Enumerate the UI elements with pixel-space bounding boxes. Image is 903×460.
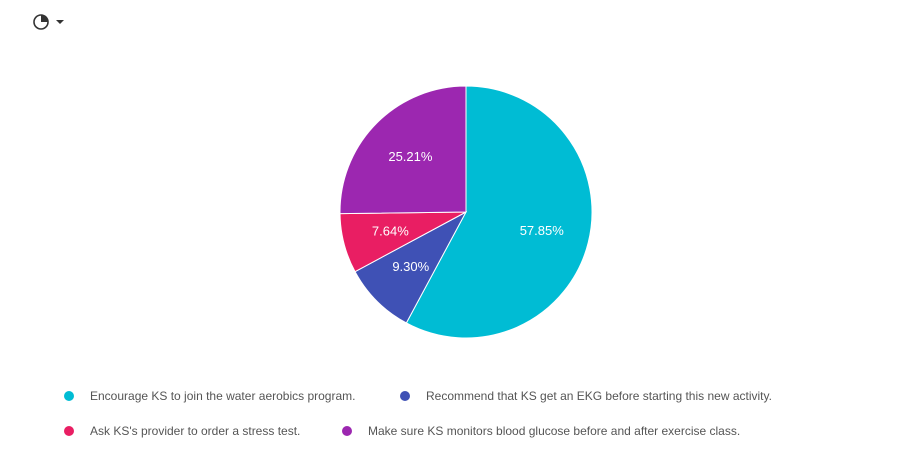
legend-label: Recommend that KS get an EKG before star…	[426, 389, 772, 403]
legend-label: Make sure KS monitors blood glucose befo…	[368, 424, 741, 438]
legend-swatch	[64, 426, 74, 436]
pie-slice[interactable]	[339, 85, 467, 215]
slice-label: 25.21%	[388, 149, 433, 164]
caret-down-icon	[56, 20, 64, 24]
legend-label: Ask KS's provider to order a stress test…	[90, 424, 301, 438]
legend-item[interactable]: Make sure KS monitors blood glucose befo…	[342, 424, 740, 438]
pie-chart-icon	[33, 14, 49, 30]
legend-swatch	[400, 391, 410, 401]
legend-label: Encourage KS to join the water aerobics …	[90, 389, 356, 403]
chart-type-button[interactable]	[32, 10, 72, 34]
legend-item[interactable]: Recommend that KS get an EKG before star…	[400, 389, 772, 403]
legend-item[interactable]: Ask KS's provider to order a stress test…	[64, 424, 300, 438]
pie-slice[interactable]	[405, 85, 593, 339]
legend-swatch	[64, 391, 74, 401]
slice-label: 57.85%	[520, 223, 565, 238]
slice-label: 7.64%	[372, 224, 409, 239]
legend-item[interactable]: Encourage KS to join the water aerobics …	[64, 389, 355, 403]
legend-swatch	[342, 426, 352, 436]
slice-label: 9.30%	[392, 259, 429, 274]
